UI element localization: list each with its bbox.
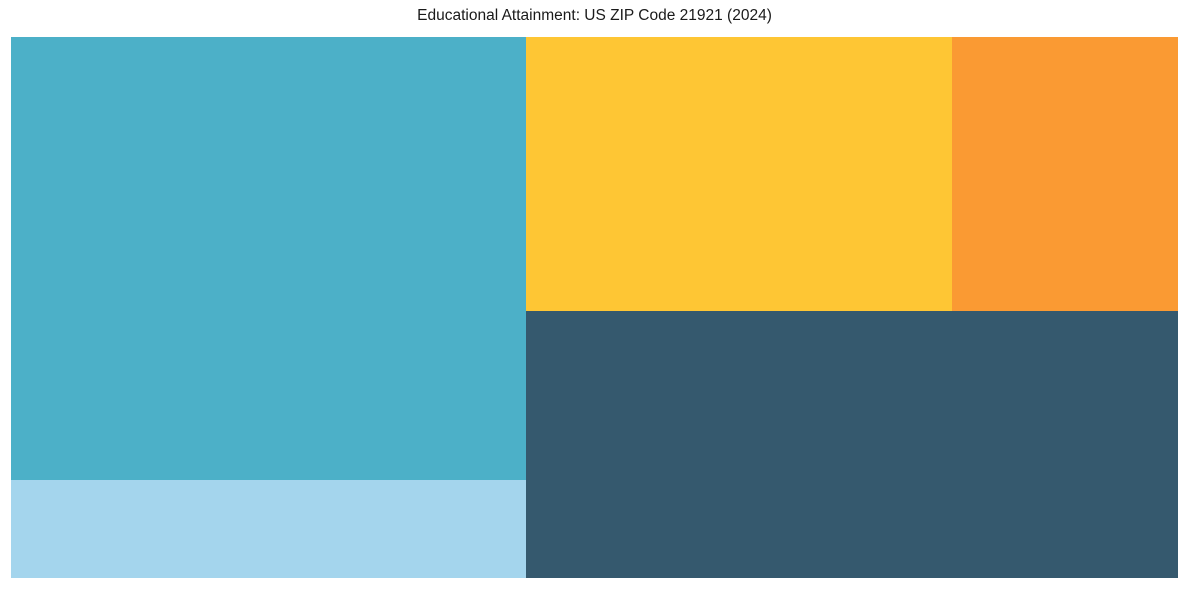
chart-title: Educational Attainment: US ZIP Code 2192…	[417, 7, 772, 24]
treemap-tile[interactable]: Associate's degree	[951, 37, 1178, 312]
treemap-tile[interactable]: Bachelor's degree	[525, 37, 952, 312]
treemap-tile[interactable]: Graduate or professional degree	[11, 480, 526, 578]
treemap-tile[interactable]: Some college, no degree	[525, 311, 1178, 578]
treemap-plot-area: High school graduate (includes equivalen…	[11, 37, 1178, 578]
treemap-tile[interactable]: High school graduate (includes equivalen…	[11, 37, 526, 481]
